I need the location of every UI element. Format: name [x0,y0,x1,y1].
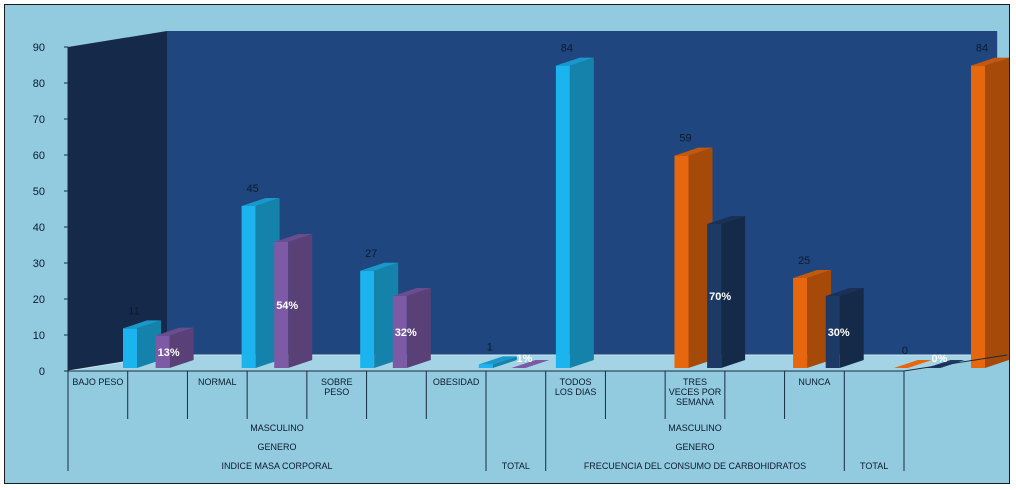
x-category-label: LOS DIAS [555,387,597,397]
bar-side [569,57,594,368]
bar-side [807,270,832,368]
x-group-label: GENERO [257,442,296,452]
x-category-label: NORMAL [198,377,237,387]
bar-data-label: 0 [902,345,908,357]
bar-side [169,327,194,368]
bar-top [555,57,594,66]
y-tick-label: 30 [33,258,45,270]
x-category-label: OBESIDAD [433,377,480,387]
y-tick-label: 40 [33,222,45,234]
bar-side [839,288,864,368]
bar-top [970,57,1009,66]
x-group-label: GENERO [675,442,714,452]
bar-data-label: 70% [709,291,731,303]
bar-flat [511,360,550,368]
bar-data-label: 1% [516,353,532,365]
bar-data-label: 54% [276,300,298,312]
x-category-label: NUNCA [798,377,830,387]
x-group-label: MASCULINO [668,423,722,433]
bar-top [123,320,161,329]
x-category-label: SEMANA [676,397,714,407]
bar-front [970,65,985,368]
bar-front [155,335,170,368]
floor-edge [903,354,1008,372]
bar-data-label: 84 [976,43,988,55]
bar-flat [893,360,932,368]
x-group-label: INDICE MASA CORPORAL [221,461,332,471]
x-category-label: BAJO PESO [72,377,123,387]
bar-top [392,288,431,296]
bar-top [360,262,399,271]
bar-data-label: 11 [128,305,139,317]
bar-front [392,296,407,368]
bar-data-label: 1 [487,341,493,353]
bar-front [555,65,570,368]
bar-data-label: 59 [679,133,691,145]
bar-top [825,288,864,296]
y-tick-label: 0 [39,366,45,378]
bar-front [707,224,722,368]
bar-data-label: 45 [246,183,258,195]
bar-data-label: 0% [932,353,948,365]
x-category-label: VECES POR [669,387,722,397]
bar-front [241,206,256,368]
x-category-label: TODOS [560,377,592,387]
bar-top [707,216,746,224]
bar-side [984,57,1009,368]
x-group-label: MASCULINO [250,423,304,433]
bar-front [674,155,689,368]
bar-front [274,242,289,368]
bar-data-label: 30% [828,327,850,339]
y-tick-label: 80 [33,78,45,90]
y-tick-label: 50 [33,186,45,198]
x-group-label: TOTAL [860,461,888,471]
bar-top [478,356,517,365]
x-category-label: PESO [324,387,349,397]
bar-top [674,147,713,156]
bar-side [288,234,313,368]
bar-chart: 0 10 20 30 40 50 60 70 80 90 11 13% 45 54% 27 32% 1 1% 84 5… [33,31,1009,471]
bar-front [793,278,808,368]
y-tick-label: 20 [33,294,45,306]
bar-top [241,198,280,206]
x-group-label: FRECUENCIA DEL CONSUMO DE CARBOHIDRATOS [584,461,806,471]
x-category-label: SOBRE [321,377,353,387]
y-tick-label: 10 [33,330,45,342]
bar-top [155,327,194,336]
y-tick-label: 90 [33,42,45,54]
bar-front [360,270,375,368]
y-tick-label: 70 [33,114,45,126]
bar-front [478,364,493,368]
bar-side [721,216,746,368]
bar-top [274,234,313,242]
bar-top [793,270,832,278]
bar-side [255,198,280,368]
bar-front [123,328,137,368]
x-category-label: TRES [683,377,707,387]
x-group-label: TOTAL [502,461,530,471]
bar-front [825,296,840,368]
bar-data-label: 25 [798,255,810,267]
side-wall [68,31,167,371]
bar-data-label: 84 [561,43,573,55]
bar-data-label: 27 [365,248,377,260]
chart-frame: 0 10 20 30 40 50 60 70 80 90 11 13% 45 54% 27 32% 1 1% 84 5… [4,4,1010,484]
bar-side [374,262,399,368]
bar-side [688,147,713,368]
bar-side [137,320,161,368]
bar-side [406,288,431,368]
y-tick-label: 60 [33,150,45,162]
bar-data-label: 13% [158,347,180,359]
bar-data-label: 32% [395,327,417,339]
bar-side [492,356,517,368]
